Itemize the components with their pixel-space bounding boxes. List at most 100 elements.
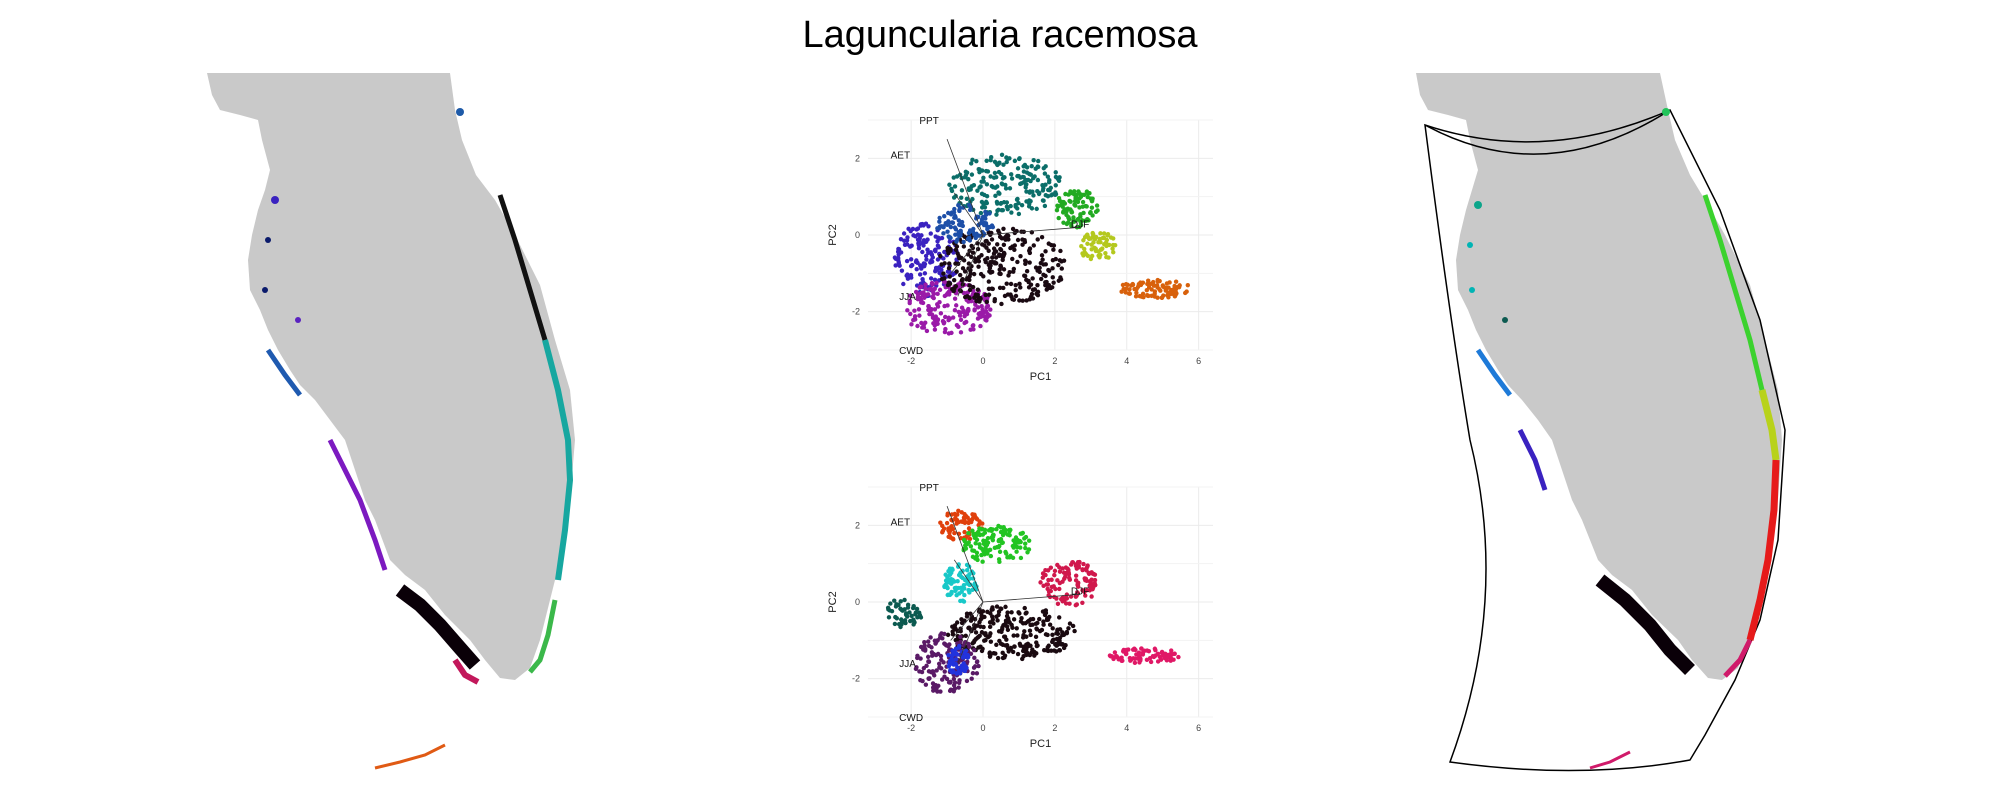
data-point — [975, 241, 980, 246]
data-point — [940, 523, 945, 528]
data-point — [984, 194, 990, 199]
data-point — [1148, 659, 1154, 665]
data-point — [968, 544, 974, 549]
data-point — [926, 304, 931, 309]
data-point — [971, 182, 977, 188]
data-point — [950, 632, 956, 637]
niche-extent-top-arc — [1424, 109, 1671, 155]
data-point — [1024, 170, 1030, 175]
data-point — [1110, 242, 1116, 248]
data-point — [962, 592, 967, 598]
data-point — [1017, 611, 1022, 616]
data-point — [915, 655, 921, 660]
data-point — [972, 655, 977, 661]
loading-label: CWD — [899, 346, 923, 357]
data-point — [991, 621, 996, 626]
data-point — [892, 598, 897, 603]
data-point — [932, 327, 938, 332]
data-point — [988, 158, 993, 163]
data-point — [1024, 652, 1029, 658]
data-point — [1023, 261, 1028, 267]
data-point — [1081, 210, 1086, 216]
data-point — [987, 211, 992, 216]
data-point — [959, 195, 964, 200]
data-point — [960, 223, 966, 229]
site-marker — [1469, 287, 1475, 293]
data-point — [1163, 651, 1168, 656]
data-point — [967, 644, 972, 649]
data-point — [932, 638, 938, 643]
coastal-strip-east-yellow-r — [1758, 389, 1780, 461]
data-point — [1046, 577, 1051, 583]
data-point — [923, 320, 928, 325]
data-point — [973, 541, 978, 546]
data-point — [1003, 527, 1008, 533]
data-point — [1015, 166, 1021, 171]
data-point — [969, 614, 975, 619]
data-point — [954, 593, 959, 598]
data-point — [1022, 629, 1027, 634]
data-point — [997, 191, 1002, 196]
data-point — [928, 276, 934, 281]
data-point — [1004, 551, 1009, 556]
data-point — [956, 202, 961, 208]
data-point — [915, 226, 921, 231]
data-point — [980, 521, 985, 526]
data-point — [990, 537, 996, 543]
data-point — [1027, 652, 1033, 658]
data-point — [1149, 287, 1154, 292]
chart-title: Laguncularia racemosa — [802, 14, 1198, 56]
data-point — [955, 628, 960, 634]
site-marker — [265, 237, 271, 243]
data-point — [1034, 643, 1040, 649]
data-point — [956, 520, 961, 525]
data-point — [936, 245, 941, 250]
data-point — [955, 620, 960, 625]
data-point — [1035, 289, 1041, 295]
data-point — [1029, 206, 1035, 211]
data-point — [1075, 560, 1081, 565]
data-point — [886, 615, 892, 620]
data-point — [888, 601, 893, 606]
x-tick-label: 6 — [1196, 356, 1201, 366]
data-point — [1013, 535, 1019, 540]
data-point — [955, 251, 960, 256]
data-point — [1074, 602, 1080, 607]
data-point — [999, 236, 1005, 241]
data-point — [1031, 158, 1036, 163]
data-point — [996, 629, 1002, 634]
data-point — [922, 640, 927, 645]
data-point — [949, 591, 954, 596]
site-marker — [295, 317, 301, 323]
y-tick-label: -2 — [852, 674, 860, 684]
data-point — [1038, 260, 1044, 266]
data-point — [1045, 286, 1051, 291]
data-point — [961, 205, 966, 210]
data-point — [942, 214, 947, 219]
data-point — [1063, 601, 1069, 606]
data-point — [931, 671, 936, 676]
data-point — [911, 622, 916, 627]
data-point — [984, 224, 990, 229]
data-point — [974, 298, 979, 304]
data-point — [937, 219, 942, 224]
data-point — [975, 305, 981, 310]
data-point — [1024, 277, 1029, 283]
data-point — [951, 687, 956, 693]
data-point — [1028, 172, 1034, 177]
data-point — [1083, 576, 1089, 582]
data-point — [903, 612, 909, 617]
data-point — [930, 681, 936, 686]
x-tick-label: 2 — [1052, 723, 1057, 733]
site-marker — [262, 287, 268, 293]
data-point — [913, 317, 918, 322]
data-point — [1164, 281, 1170, 286]
loading-vector — [957, 601, 984, 664]
data-point — [987, 620, 993, 625]
data-point — [930, 294, 935, 300]
data-point — [999, 152, 1005, 157]
data-point — [1020, 648, 1026, 654]
data-point — [1071, 191, 1077, 197]
data-point — [921, 325, 927, 330]
loading-vector — [982, 593, 1081, 603]
